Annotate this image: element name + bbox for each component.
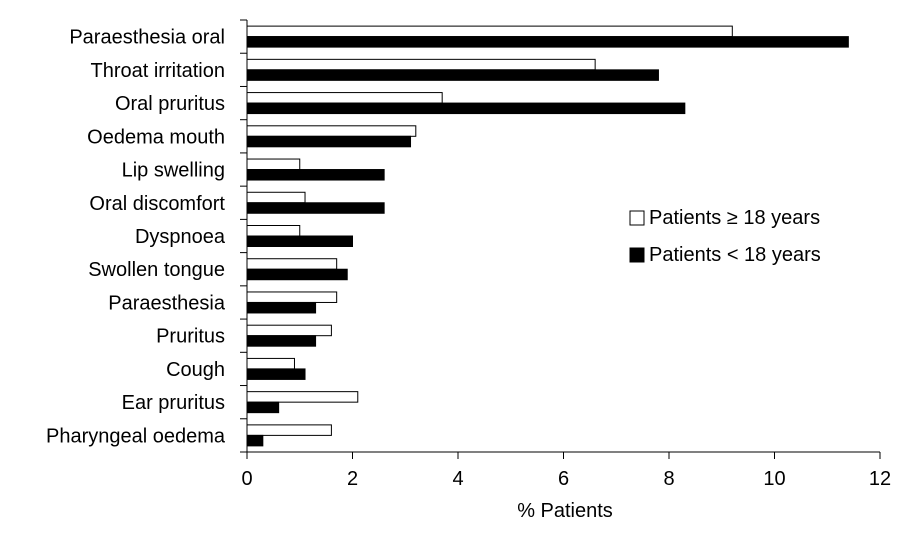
category-label-lip-swelling: Lip swelling <box>122 160 225 182</box>
bar-throat-irritation-series-2 <box>246 69 659 81</box>
bar-pharyngeal-oedema-series-2 <box>246 434 264 447</box>
bar-swollen-tongue-series-2 <box>246 268 348 281</box>
category-label-ear-pruritus: Ear pruritus <box>122 392 225 414</box>
bar-ear-pruritus-series-1 <box>246 391 359 403</box>
legend-label-series-1: Patients ≥ 18 years <box>649 207 820 229</box>
legend-swatch-series-1 <box>629 210 645 226</box>
bar-swollen-tongue-series-1 <box>246 258 338 270</box>
x-tick-label-4: 4 <box>452 468 463 490</box>
x-tick-label-12: 12 <box>869 468 891 490</box>
legend-label-series-2: Patients < 18 years <box>649 244 821 266</box>
labels-group: Paraesthesia oral Throat irritation Oral p… <box>46 27 891 490</box>
bar-dyspnoea-series-1 <box>246 225 301 237</box>
bar-oral-pruritus-series-2 <box>246 102 686 115</box>
category-label-oral-pruritus: Oral pruritus <box>115 93 225 115</box>
bar-oral-pruritus-series-1 <box>246 92 443 104</box>
category-label-swollen-tongue: Swollen tongue <box>88 259 225 281</box>
bar-paraesthesia-series-2 <box>246 301 317 314</box>
bar-throat-irritation-series-1 <box>246 58 596 71</box>
category-label-throat-irritation: Throat irritation <box>91 60 226 82</box>
x-tick-label-0: 0 <box>241 468 252 490</box>
bar-pharyngeal-oedema-series-1 <box>246 424 332 436</box>
category-label-pruritus: Pruritus <box>156 326 225 348</box>
x-tick-label-10: 10 <box>763 468 785 490</box>
bar-paraesthesia-series-1 <box>246 291 338 303</box>
bar-lip-swelling-series-1 <box>246 158 301 171</box>
bar-oral-discomfort-series-1 <box>246 191 306 204</box>
bars-group <box>246 25 849 447</box>
axes-group <box>240 19 881 459</box>
bar-cough-series-1 <box>246 357 295 370</box>
bar-oral-discomfort-series-2 <box>246 202 385 214</box>
category-label-paraesthesia: Paraesthesia <box>108 292 226 314</box>
x-tick-label-8: 8 <box>663 468 674 490</box>
bar-paraesthesia-oral-series-2 <box>246 36 849 48</box>
category-label-pharyngeal-oedema: Pharyngeal oedema <box>46 425 226 447</box>
legend-swatch-series-2 <box>629 247 645 263</box>
category-label-cough: Cough <box>166 359 225 381</box>
x-tick-label-6: 6 <box>558 468 569 490</box>
bar-ear-pruritus-series-2 <box>246 401 280 414</box>
bar-cough-series-2 <box>246 368 306 380</box>
legend: Patients ≥ 18 years Patients < 18 years <box>629 207 821 266</box>
category-label-dyspnoea: Dyspnoea <box>135 226 226 248</box>
x-axis-title: % Patients <box>517 500 613 522</box>
bar-oedema-mouth-series-2 <box>246 135 412 148</box>
category-label-paraesthesia-oral: Paraesthesia oral <box>69 27 225 49</box>
bar-pruritus-series-2 <box>246 335 317 347</box>
category-label-oral-discomfort: Oral discomfort <box>89 193 225 215</box>
bar-pruritus-series-1 <box>246 324 332 337</box>
x-tick-label-2: 2 <box>347 468 358 490</box>
bar-lip-swelling-series-2 <box>246 169 385 181</box>
bar-paraesthesia-oral-series-1 <box>246 25 733 38</box>
category-label-oedema-mouth: Oedema mouth <box>87 126 225 148</box>
bar-oedema-mouth-series-1 <box>246 125 417 137</box>
bar-dyspnoea-series-2 <box>246 235 353 247</box>
